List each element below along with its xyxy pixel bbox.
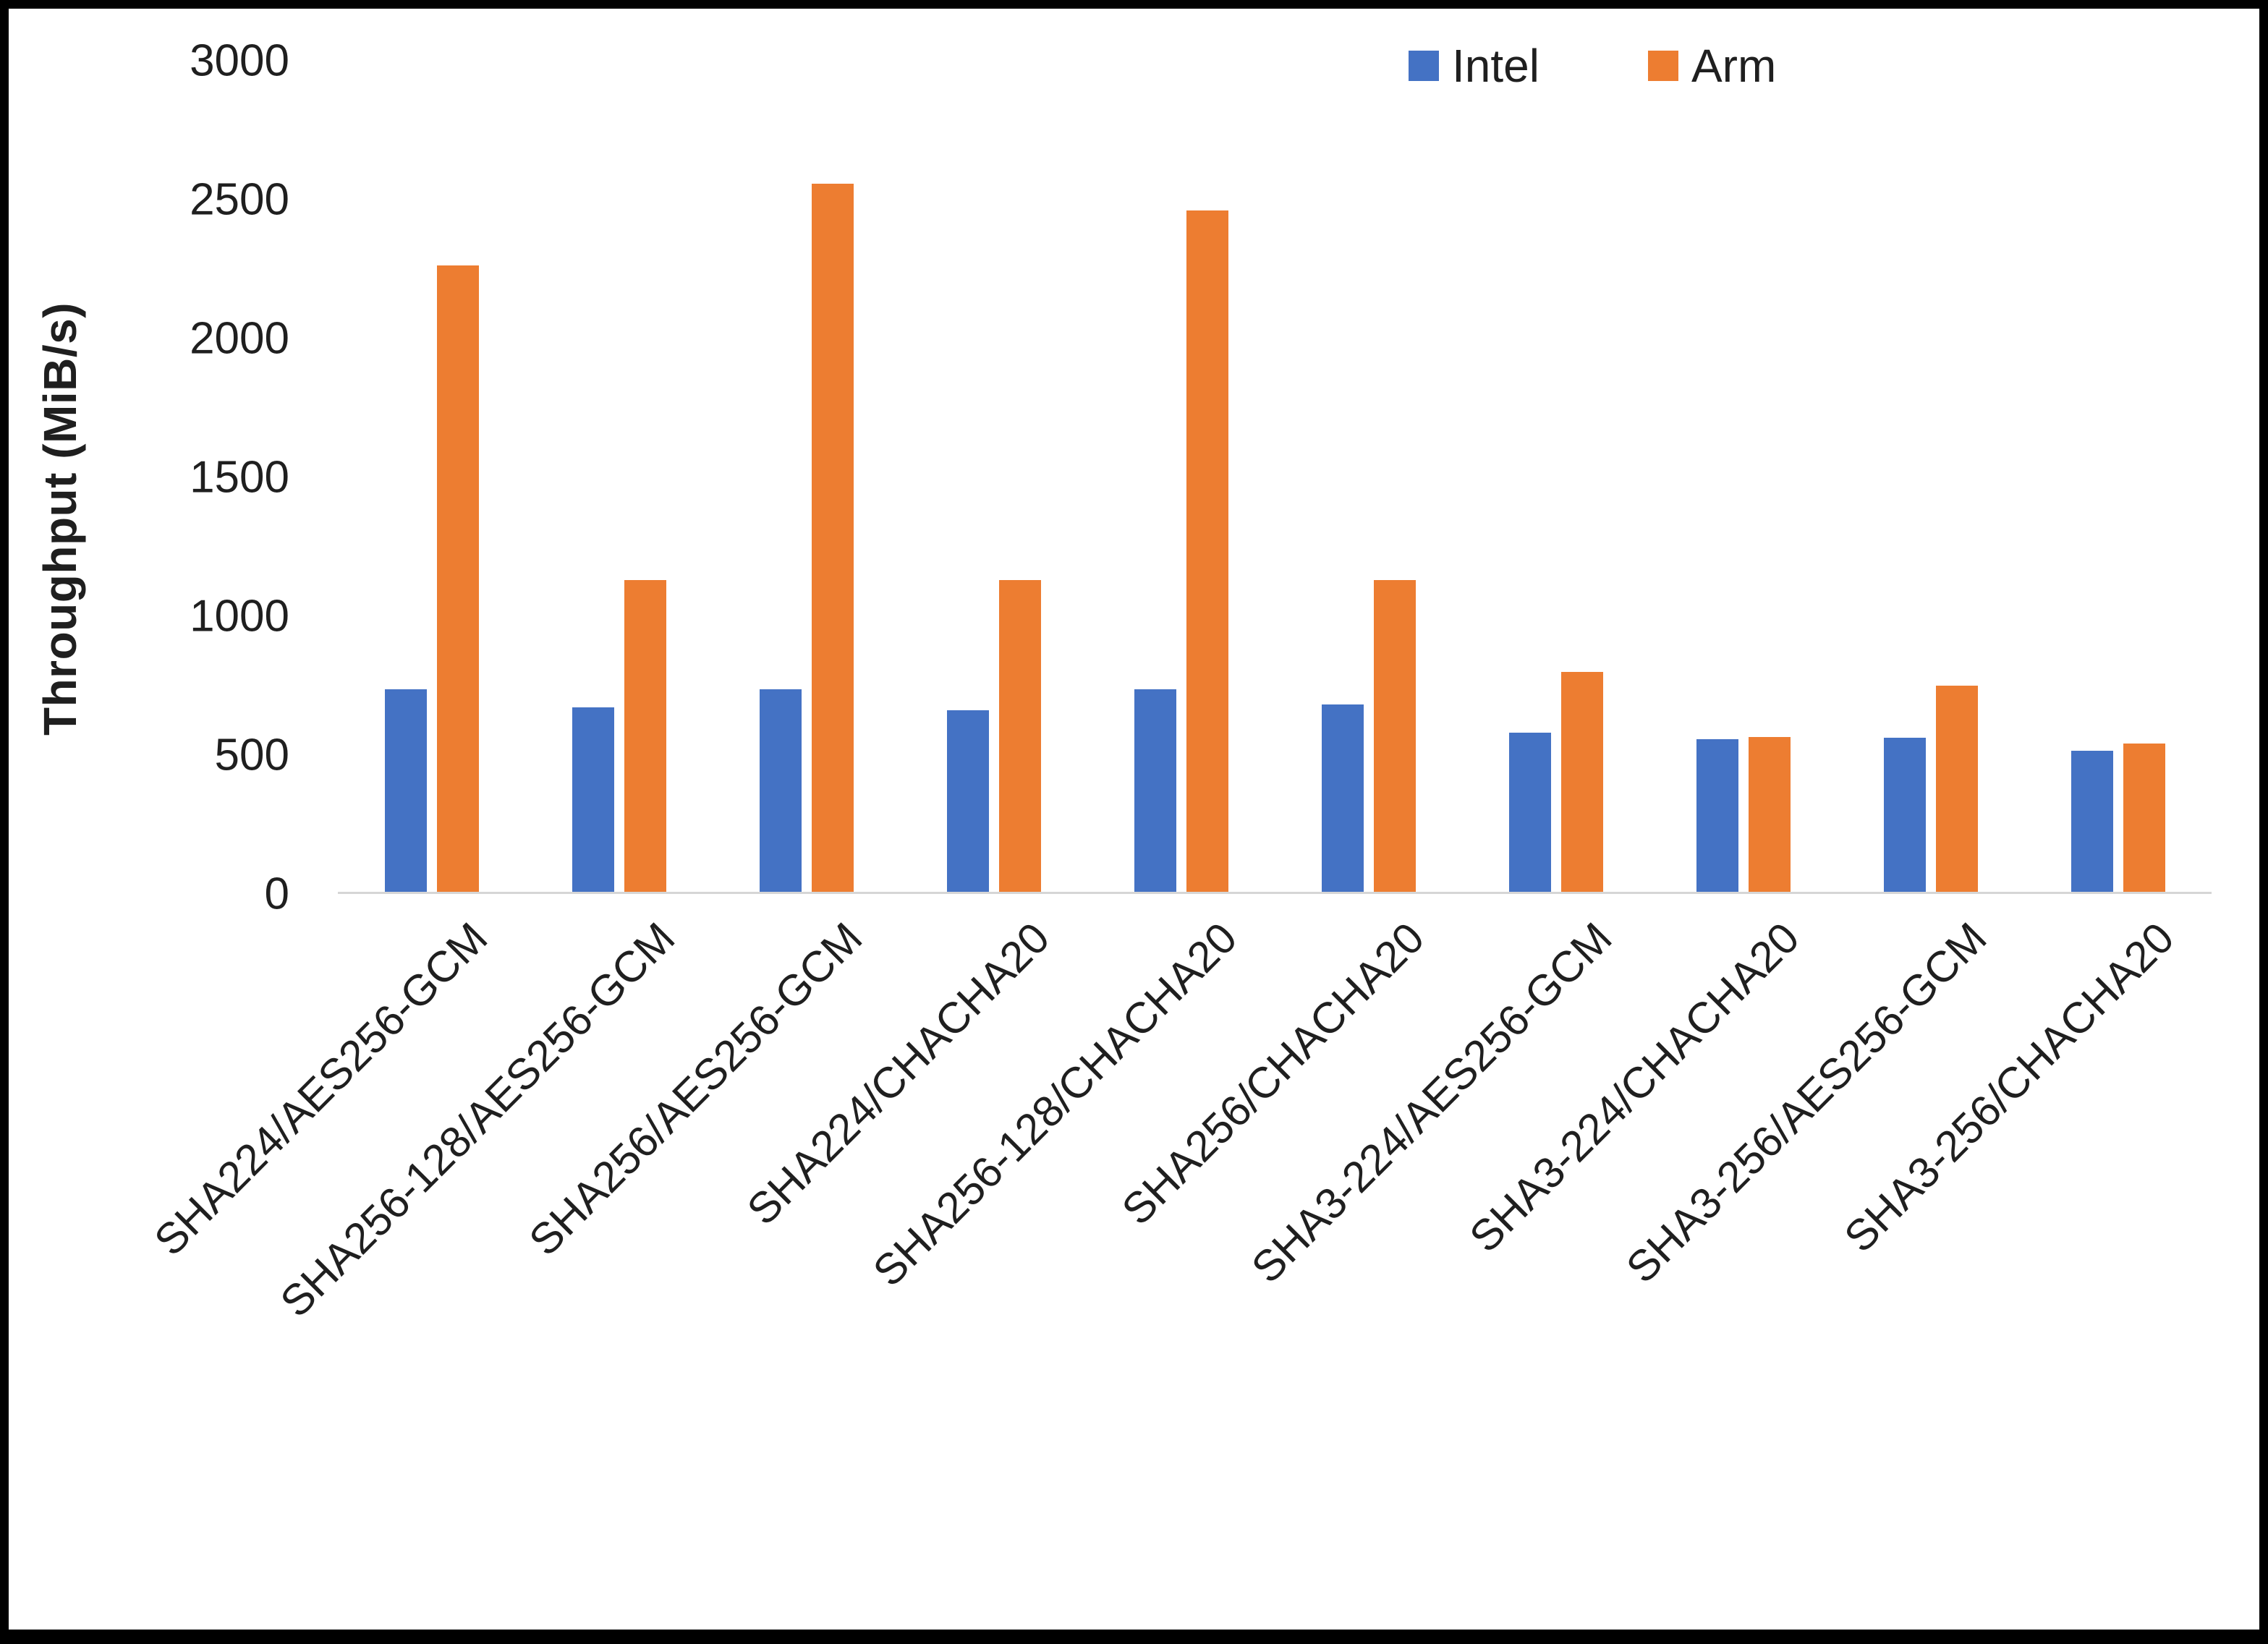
y-tick-label: 500 [214, 730, 289, 780]
x-axis-label: SHA3-224/AES256-GCM [1241, 913, 1621, 1292]
bar-group [1087, 61, 1275, 892]
legend-swatch-icon [1647, 51, 1678, 81]
y-tick-label: 3000 [190, 35, 289, 86]
bar-arm [811, 184, 854, 892]
bar-arm [1935, 685, 1978, 892]
bar-group [338, 61, 525, 892]
bar-group [1462, 61, 1649, 892]
bar-group [1649, 61, 1837, 892]
bar-intel [1696, 739, 1738, 892]
bar-intel [1508, 732, 1551, 892]
bar-intel [946, 710, 989, 892]
legend: Intel Arm [1409, 39, 1776, 93]
bar-intel [759, 689, 802, 892]
x-axis-label: SHA3-256/CHACHA20 [1835, 913, 2183, 1261]
bar-arm [998, 580, 1041, 892]
legend-label: Intel [1452, 40, 1539, 92]
legend-item-arm: Arm [1647, 39, 1777, 93]
x-axis-label: SHA256-128/CHACHA20 [864, 913, 1246, 1296]
x-axis-label: SHA256/AES256-GCM [519, 913, 872, 1265]
bar-arm [2123, 744, 2165, 892]
bar-group [525, 61, 713, 892]
x-axis-label: SHA224/AES256-GCM [145, 913, 497, 1265]
chart-canvas: Throughput (MiB/s) 0 500 1000 1500 2000 2500 3… [9, 9, 2259, 1630]
legend-swatch-icon [1409, 51, 1439, 81]
x-axis-label: SHA256-128/AES256-GCM [271, 913, 684, 1326]
y-tick-label: 0 [264, 869, 289, 919]
y-axis-tick-labels: 0 500 1000 1500 2000 2500 3000 [9, 9, 2259, 1630]
y-tick-label: 1500 [190, 452, 289, 503]
legend-label: Arm [1691, 40, 1777, 92]
bar-intel [572, 707, 614, 892]
bar-group [1837, 61, 2024, 892]
x-axis-label: SHA256/CHACHA20 [1113, 913, 1434, 1235]
x-axis-labels: SHA224/AES256-GCM SHA256-128/AES256-GCM SH… [9, 9, 2259, 1630]
bar-arm [1186, 210, 1228, 892]
bar-group [2024, 61, 2212, 892]
bar-group [1275, 61, 1462, 892]
bar-arm [1560, 671, 1603, 892]
plot-area [338, 61, 2212, 894]
bar-arm [1748, 736, 1791, 892]
bar-intel [384, 689, 427, 892]
y-tick-label: 2000 [190, 313, 289, 364]
bar-intel [1883, 738, 1926, 892]
bar-arm [436, 265, 479, 892]
bar-group [713, 61, 900, 892]
x-axis-label: SHA3-224/CHACHA20 [1460, 913, 1809, 1261]
legend-item-intel: Intel [1409, 39, 1539, 93]
x-axis-label: SHA224/CHACHA20 [738, 913, 1059, 1235]
x-axis-label: SHA3-256/AES256-GCM [1616, 913, 1996, 1292]
bar-arm [624, 580, 666, 892]
y-tick-label: 2500 [190, 174, 289, 225]
y-tick-label: 1000 [190, 591, 289, 642]
bar-intel [2070, 750, 2113, 892]
bar-intel [1321, 704, 1364, 892]
bar-group [900, 61, 1087, 892]
bar-intel [1134, 689, 1176, 892]
bar-arm [1373, 580, 1416, 892]
